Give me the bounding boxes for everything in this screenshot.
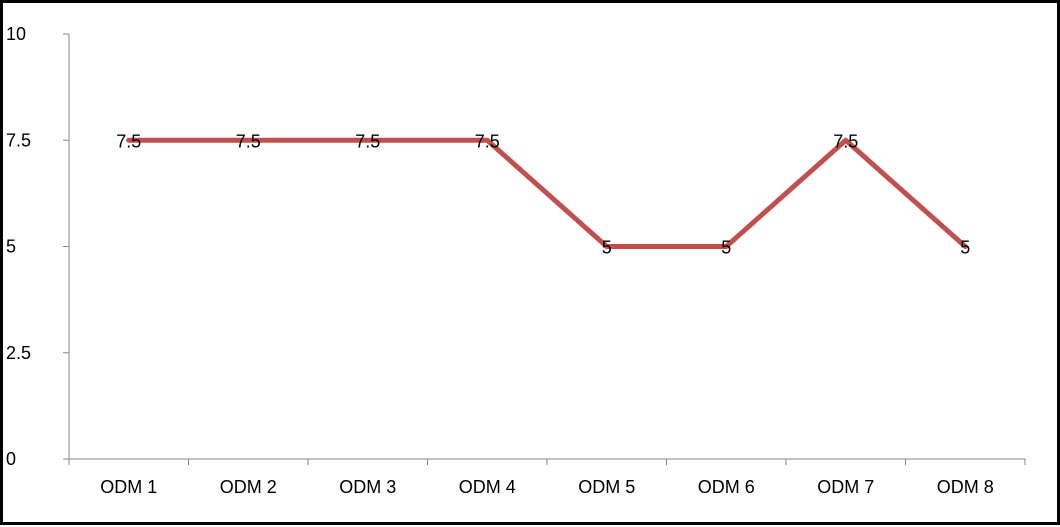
- x-axis: ODM 1 ODM 2 ODM 3 ODM 4 ODM 5 ODM 6 ODM 7 ODM 8: [68, 458, 1026, 497]
- x-tick-label: ODM 3: [339, 477, 396, 497]
- y-tick-label: 7.5: [6, 130, 31, 150]
- y-tick-label: 0: [6, 449, 16, 469]
- data-label: 5: [602, 238, 612, 258]
- series-line: [126, 137, 968, 249]
- data-point: [366, 138, 370, 142]
- y-tick-label: 10: [6, 24, 26, 44]
- x-tick-label: ODM 5: [578, 477, 635, 497]
- data-point: [844, 138, 848, 142]
- line-chart: 02.557.510 ODM 1 ODM 2 ODM 3 ODM 4 ODM 5 ODM …: [6, 24, 1026, 497]
- data-label: 7.5: [833, 131, 858, 151]
- series: [126, 137, 968, 249]
- data-label: 5: [960, 238, 970, 258]
- data-point: [127, 138, 131, 142]
- x-tick-label: ODM 4: [459, 477, 516, 497]
- data-point: [724, 245, 728, 248]
- x-tick-label: ODM 7: [817, 477, 874, 497]
- data-label: 7.5: [475, 131, 500, 151]
- y-tick-label: 2.5: [6, 343, 31, 363]
- x-tick-label: ODM 6: [698, 477, 755, 497]
- y-tick-label: 5: [6, 237, 16, 257]
- data-label: 7.5: [116, 131, 141, 151]
- data-label: 7.5: [355, 131, 380, 151]
- data-point: [485, 138, 489, 142]
- x-tick-label: ODM 1: [100, 477, 157, 497]
- data-labels: 7.5 7.5 7.5 7.5 5 5 7.5 5: [116, 131, 970, 257]
- x-tick-label: ODM 2: [220, 477, 277, 497]
- data-point: [246, 138, 250, 142]
- data-label: 7.5: [236, 131, 261, 151]
- data-label: 5: [721, 238, 731, 258]
- y-axis: 0 2.5 5 7.5 10: [6, 24, 70, 469]
- x-tick-label: ODM 8: [937, 477, 994, 497]
- data-point: [963, 245, 967, 248]
- data-point: [605, 245, 609, 248]
